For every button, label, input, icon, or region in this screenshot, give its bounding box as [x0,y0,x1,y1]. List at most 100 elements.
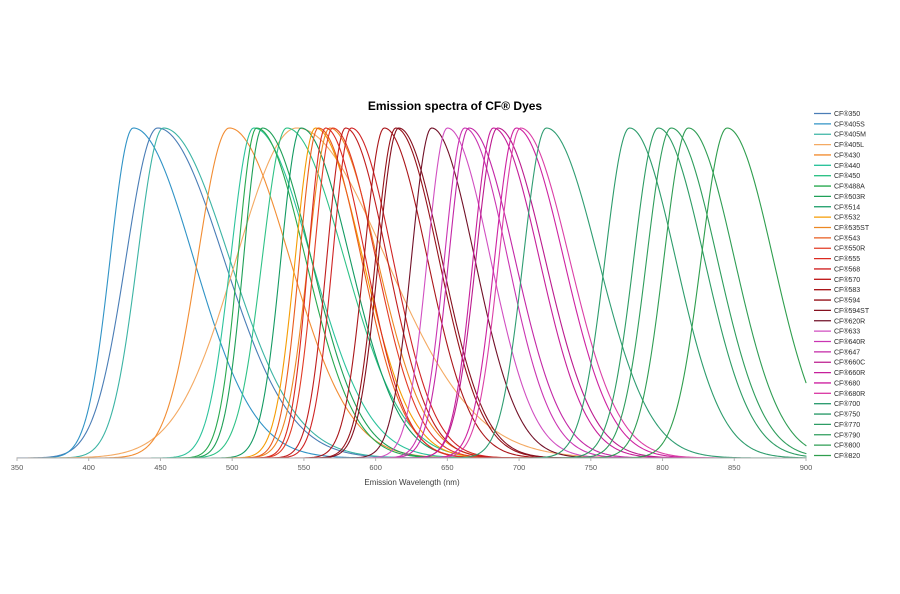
legend-item-cf405s: CF®405S [814,120,865,128]
spectrum-curve-cf405l [16,127,743,459]
x-tick-label: 550 [298,463,311,472]
legend-item-cf660c: CF®660C [814,359,865,367]
spectrum-curve-cf440 [138,127,542,459]
spectrum-curve-cf430 [70,127,532,459]
legend-label-cf405l: CF®405L [834,141,864,149]
legend-label-cf750: CF®750 [834,411,860,419]
x-axis-label: Emission Wavelength (nm) [364,478,460,487]
legend-label-cf550r: CF®550R [834,245,865,253]
legend-label-cf440: CF®440 [834,162,860,170]
x-axis: 350 400 450 500 550 600 650 700 750 800 850 900 [11,457,813,472]
legend-item-cf535st: CF®535ST [814,224,870,232]
legend-label-cf770: CF®770 [834,421,860,429]
legend-item-cf405m: CF®405M [814,131,866,139]
legend-item-cf568: CF®568 [814,265,860,273]
legend-label-cf488a: CF®488A [834,183,865,191]
x-tick-label: 400 [82,463,95,472]
legend-item-cf583: CF®583 [814,286,860,294]
legend-label-cf594: CF®594 [834,297,860,305]
legend-item-cf350: CF®350 [814,110,860,118]
legend-label-cf647: CF®647 [834,348,860,356]
legend-label-cf594st: CF®594ST [834,307,870,315]
x-tick-label: 900 [800,463,813,472]
legend-label-cf514: CF®514 [834,203,860,211]
legend-label-cf543: CF®543 [834,234,860,242]
spectrum-curve-cf790 [548,127,807,459]
legend-item-cf440: CF®440 [814,162,860,170]
legend-label-cf700: CF®700 [834,400,860,408]
legend-item-cf503r: CF®503R [814,193,865,201]
x-tick-label: 350 [11,463,24,472]
spectra-curves [16,127,807,459]
legend-label-cf503r: CF®503R [834,193,865,201]
legend-label-cf532: CF®532 [834,214,860,222]
legend-item-cf488a: CF®488A [814,183,865,191]
legend-label-cf405s: CF®405S [834,120,865,128]
legend-item-cf532: CF®532 [814,214,860,222]
legend-item-cf680r: CF®680R [814,390,865,398]
legend-label-cf555: CF®555 [834,255,860,263]
x-tick-label: 650 [441,463,454,472]
legend-label-cf620r: CF®620R [834,317,865,325]
legend-item-cf555: CF®555 [814,255,860,263]
legend-item-cf514: CF®514 [814,203,860,211]
chart-legend: CF®350 CF®405S CF®405M CF®405L CF®430 CF®440 C… [814,110,870,460]
spectrum-curve-cf770 [535,127,807,459]
legend-item-cf750: CF®750 [814,411,860,419]
legend-label-cf800: CF®800 [834,442,860,450]
chart-title: Emission spectra of CF® Dyes [368,99,543,113]
spectrum-curve-cf488a [162,127,501,459]
x-tick-label: 750 [585,463,598,472]
x-tick-label: 600 [369,463,382,472]
spectrum-curve-cf660c [389,127,735,459]
spectrum-curve-cf583 [283,127,600,459]
x-tick-label: 850 [728,463,741,472]
spectrum-curve-cf800 [565,127,807,459]
legend-label-cf450: CF®450 [834,172,860,180]
legend-item-cf430: CF®430 [814,151,860,159]
legend-label-cf633: CF®633 [834,328,860,336]
legend-label-cf583: CF®583 [834,286,860,294]
spectrum-curve-cf680 [408,127,754,459]
x-tick-label: 500 [226,463,239,472]
legend-item-cf550r: CF®550R [814,245,865,253]
x-tick-label: 800 [656,463,669,472]
legend-label-cf640r: CF®640R [834,338,865,346]
legend-label-cf405m: CF®405M [834,131,866,139]
legend-label-cf680r: CF®680R [834,390,865,398]
legend-item-cf570: CF®570 [814,276,860,284]
legend-item-cf594: CF®594 [814,297,860,305]
legend-item-cf790: CF®790 [814,431,860,439]
legend-item-cf680: CF®680 [814,379,860,387]
legend-label-cf680: CF®680 [834,379,860,387]
legend-label-cf535st: CF®535ST [834,224,870,232]
legend-label-cf430: CF®430 [834,151,860,159]
legend-item-cf820: CF®820 [814,452,860,460]
legend-item-cf543: CF®543 [814,234,860,242]
legend-label-cf570: CF®570 [834,276,860,284]
spectrum-curve-cf640r [363,127,681,459]
legend-item-cf770: CF®770 [814,421,860,429]
spectrum-curve-cf680r [412,127,765,459]
legend-item-cf640r: CF®640R [814,338,865,346]
x-tick-label: 450 [154,463,167,472]
legend-item-cf594st: CF®594ST [814,307,870,315]
legend-label-cf820: CF®820 [834,452,860,460]
legend-label-cf350: CF®350 [834,110,860,118]
legend-item-cf800: CF®800 [814,442,860,450]
x-tick-label: 700 [513,463,526,472]
legend-item-cf660r: CF®660R [814,369,865,377]
legend-label-cf790: CF®790 [834,431,860,439]
legend-item-cf450: CF®450 [814,172,860,180]
legend-label-cf660c: CF®660C [834,359,865,367]
legend-label-cf568: CF®568 [834,265,860,273]
spectrum-curve-cf700 [431,127,806,459]
legend-item-cf405l: CF®405L [814,141,864,149]
legend-item-cf700: CF®700 [814,400,860,408]
legend-label-cf660r: CF®660R [834,369,865,377]
legend-item-cf620r: CF®620R [814,317,865,325]
legend-item-cf633: CF®633 [814,328,860,336]
spectrum-curve-cf543 [224,127,534,459]
